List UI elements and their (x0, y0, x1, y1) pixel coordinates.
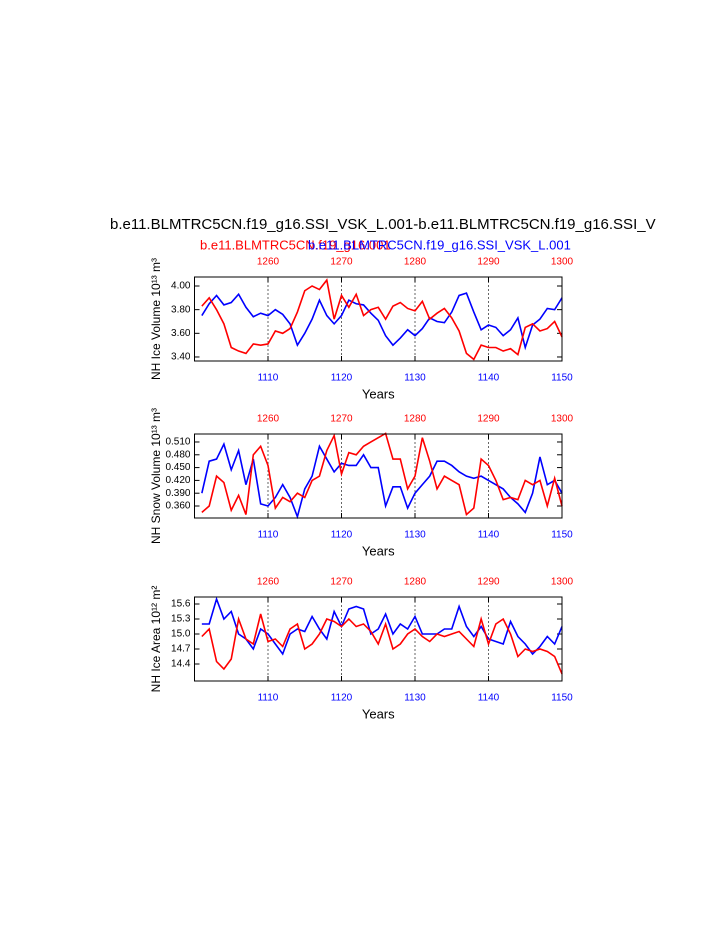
plot-frame (194, 433, 563, 519)
plot-frame (194, 276, 563, 362)
x-tick-label: 1140 (478, 530, 500, 541)
y-tick-label: 0.510 (165, 437, 190, 448)
x2-tick-label: 1260 (257, 257, 280, 268)
x2-tick-label: 1270 (330, 414, 353, 425)
series-line (201, 613, 563, 675)
x2-tick-label: 1260 (257, 414, 280, 425)
x2-tick-label: 1280 (404, 414, 427, 425)
x-axis-title: Years (362, 386, 395, 401)
y-tick-label: 15.3 (171, 614, 191, 625)
x2-tick-label: 1270 (330, 577, 353, 588)
series-line (201, 292, 563, 351)
x2-tick-label: 1290 (477, 257, 500, 268)
x2-tick-label: 1260 (257, 577, 280, 588)
y-tick-label: 3.40 (171, 352, 191, 363)
x-tick-label: 1120 (331, 373, 353, 384)
y-tick-label: 0.450 (165, 462, 190, 473)
x-tick-label: 1130 (404, 693, 426, 704)
y-tick-label: 4.00 (171, 281, 191, 292)
x2-tick-label: 1280 (404, 257, 427, 268)
plot-frame (194, 596, 563, 682)
x2-tick-label: 1300 (551, 257, 574, 268)
y-axis-title: NH Snow Volume 10¹³ m³ (149, 408, 163, 544)
x2-tick-label: 1290 (477, 577, 500, 588)
y-tick-label: 0.390 (165, 488, 190, 499)
x-tick-label: 1150 (551, 530, 573, 541)
subtitle-right: b.e11.BLMTRC5CN.f19_g16.SSI_VSK_L.001 (308, 237, 571, 252)
x-tick-label: 1110 (258, 693, 279, 704)
x-tick-label: 1150 (551, 693, 573, 704)
series-line (201, 441, 563, 520)
x-tick-label: 1130 (404, 373, 426, 384)
subtitle-left: b.e11.BLMTRC5CN.f19_g16.001 (200, 237, 391, 252)
x-tick-label: 1140 (478, 373, 500, 384)
y-tick-label: 14.4 (171, 659, 191, 670)
y-axis-title: NH Ice Area 10¹² m² (149, 586, 163, 693)
y-tick-label: 15.6 (171, 599, 191, 610)
x-axis-title: Years (362, 543, 395, 558)
y-tick-label: 3.60 (171, 328, 191, 339)
y-tick-label: 14.7 (171, 644, 191, 655)
x-tick-label: 1110 (258, 373, 279, 384)
y-tick-label: 0.480 (165, 449, 190, 460)
x2-tick-label: 1280 (404, 577, 427, 588)
x-tick-label: 1130 (404, 530, 426, 541)
x2-tick-label: 1300 (551, 577, 574, 588)
x-tick-label: 1140 (478, 693, 500, 704)
x2-tick-label: 1290 (477, 414, 500, 425)
x-tick-label: 1150 (551, 373, 573, 384)
series-line (201, 278, 563, 361)
y-tick-label: 0.420 (165, 475, 190, 486)
y-tick-label: 15.0 (171, 629, 191, 640)
y-tick-label: 0.360 (165, 501, 190, 512)
x2-tick-label: 1270 (330, 257, 353, 268)
x-tick-label: 1120 (331, 530, 353, 541)
x2-tick-label: 1300 (551, 414, 574, 425)
y-tick-label: 3.80 (171, 304, 191, 315)
x-tick-label: 1110 (258, 530, 279, 541)
series-line (201, 432, 563, 517)
x-tick-label: 1120 (331, 693, 353, 704)
x-axis-title: Years (362, 706, 395, 721)
series-line (201, 596, 563, 656)
main-title: b.e11.BLMTRC5CN.f19_g16.SSI_VSK_L.001-b.… (110, 216, 656, 233)
y-axis-title: NH Ice Volume 10¹³ m³ (149, 258, 163, 380)
